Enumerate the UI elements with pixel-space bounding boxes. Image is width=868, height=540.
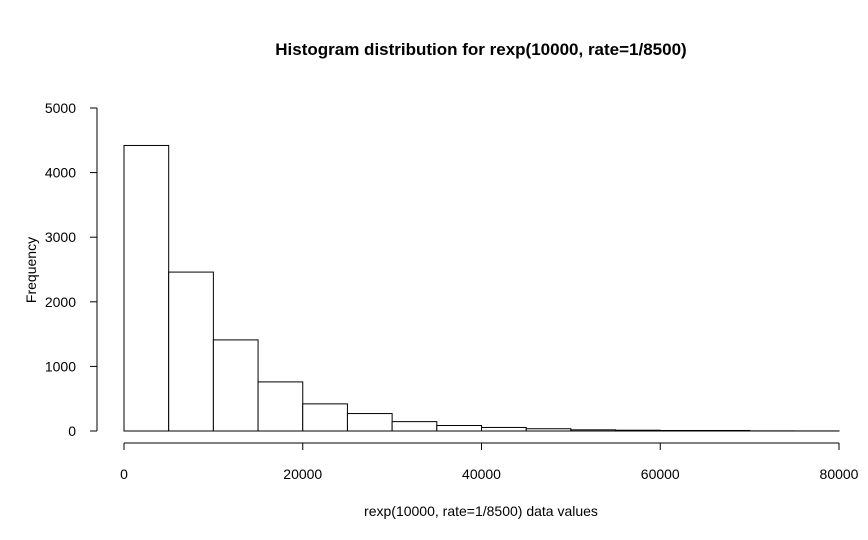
- histogram-bar: [615, 429, 661, 432]
- histogram-bar: [570, 429, 617, 432]
- histogram-bar: [391, 421, 438, 432]
- chart-title: Histogram distribution for rexp(10000, r…: [275, 40, 686, 59]
- x-tick-label: 0: [120, 466, 128, 482]
- histogram-bar: [481, 426, 527, 432]
- x-tick-label: 40000: [462, 466, 501, 482]
- histogram-bar: [257, 381, 304, 432]
- x-axis-label: rexp(10000, rate=1/8500) data values: [364, 503, 598, 519]
- histogram-bar: [123, 144, 170, 432]
- histogram-bar: [525, 428, 572, 432]
- y-tick-label: 2000: [45, 294, 76, 310]
- histogram-bar: [436, 425, 482, 432]
- histogram-bar: [704, 429, 751, 432]
- y-tick-label: 1000: [45, 358, 76, 374]
- histogram-bar: [168, 271, 214, 432]
- x-tick-label: 80000: [820, 466, 859, 482]
- histogram-bars: [123, 144, 840, 432]
- y-tick-label: 5000: [45, 100, 76, 116]
- x-tick-label: 20000: [283, 466, 322, 482]
- histogram-bar: [346, 413, 393, 432]
- histogram-bar: [212, 339, 259, 432]
- x-axis: 0 20000 40000 60000 80000: [120, 442, 859, 482]
- y-tick-label: 4000: [45, 165, 76, 181]
- histogram-bar: [302, 403, 348, 432]
- y-axis: 0 1000 2000 3000 4000 5000: [45, 100, 98, 439]
- y-axis-label: Frequency: [23, 237, 39, 303]
- y-tick-label: 0: [68, 423, 76, 439]
- histogram-bar: [659, 429, 706, 432]
- y-tick-label: 3000: [45, 229, 76, 245]
- x-tick-label: 60000: [641, 466, 680, 482]
